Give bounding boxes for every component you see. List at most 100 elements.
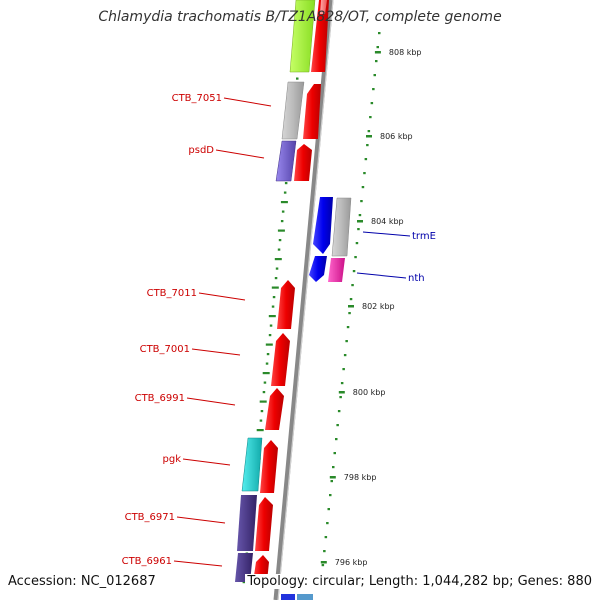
- scale-dot: [321, 564, 325, 567]
- leader-line: [182, 458, 231, 466]
- scale-tick-label: 796 kbp: [335, 558, 368, 567]
- gc-dot: [275, 267, 279, 270]
- feature-track: [235, 0, 352, 600]
- scale-dot: [376, 46, 379, 49]
- gc-dot: [274, 277, 278, 280]
- scale-dot: [329, 494, 332, 497]
- scale-tick: [374, 51, 381, 54]
- scale-dot: [369, 116, 372, 119]
- gene-label-ctb6991: CTB_6991: [135, 393, 185, 404]
- scale-dot: [358, 214, 362, 217]
- scale-dot: [363, 172, 366, 175]
- gene-label-trme: trmE: [412, 231, 436, 242]
- scale-dot: [332, 466, 335, 469]
- cds-ctb7011-arrow: [277, 280, 295, 329]
- leader-line: [191, 348, 241, 356]
- cds-pgk-arrow: [260, 440, 278, 493]
- leader-line: [176, 516, 226, 524]
- gc-dot: [266, 353, 270, 356]
- leader-line: [362, 231, 411, 237]
- scale-dot: [366, 144, 369, 147]
- scale-dot: [326, 522, 329, 525]
- gc-dot: [278, 239, 282, 242]
- cog-lightblue-block: [297, 594, 313, 600]
- gc-dot: [269, 324, 273, 327]
- scale-tick: [366, 135, 372, 138]
- scale-dot: [340, 382, 344, 385]
- scale-tick: [357, 220, 363, 223]
- leader-line: [215, 149, 265, 159]
- scale-dot: [367, 130, 371, 133]
- gc-dot: [262, 391, 266, 394]
- gc-dot: [263, 381, 267, 384]
- scale-tick-label: 804 kbp: [371, 217, 404, 226]
- scale-dot: [339, 396, 342, 399]
- gc-dot: [271, 305, 275, 308]
- gc-dot: [277, 248, 281, 251]
- gc-dot: [296, 77, 299, 80]
- genome-backbone: [273, 0, 334, 600]
- gc-dot: [274, 258, 282, 261]
- leader-line: [223, 97, 272, 107]
- gc-dot: [284, 182, 288, 185]
- scale-tick: [338, 391, 345, 394]
- scale-dot: [354, 256, 357, 259]
- gc-dot: [271, 286, 279, 289]
- scale-dot: [370, 102, 374, 105]
- cog-green-block: [289, 0, 316, 73]
- leader-line: [356, 272, 407, 279]
- scale-dot: [337, 410, 341, 413]
- topology-text: Topology: circular; Length: 1,044,282 bp…: [245, 574, 594, 589]
- scale-dot: [375, 60, 378, 63]
- gc-dot: [265, 343, 273, 346]
- leader-line: [173, 560, 223, 567]
- scale-dot: [342, 368, 345, 371]
- scale-dot: [333, 452, 336, 455]
- scale-tick: [348, 305, 354, 308]
- scale-dot: [336, 424, 339, 427]
- cds-ctb7001-arrow: [271, 333, 290, 386]
- gc-dot: [242, 581, 246, 584]
- gc-dot: [280, 220, 284, 223]
- scale-dot: [352, 270, 356, 273]
- gc-dot: [268, 334, 272, 337]
- scale-dot: [364, 158, 368, 161]
- accession-text: Accession: NC_012687: [6, 574, 158, 589]
- scale-track: 808 kbp 806 kbp 804 kbp 802 kbp 800 kbp 798 k…: [320, 32, 422, 581]
- scale-dot: [372, 88, 375, 91]
- scale-dot: [349, 298, 353, 301]
- scale-dot: [346, 326, 350, 329]
- gene-label-ctb6971: CTB_6971: [125, 512, 175, 523]
- gc-dot: [259, 400, 267, 403]
- cog-gray-block: [281, 81, 305, 140]
- scale-tick-label: 802 kbp: [362, 302, 395, 311]
- gene-label-psdd: psdD: [188, 145, 214, 156]
- scale-dot: [345, 340, 348, 343]
- scale-tick: [320, 561, 327, 564]
- gc-dot: [280, 201, 288, 204]
- gene-label-leaders: [173, 97, 411, 567]
- cog-gray-block: [331, 197, 352, 257]
- gc-dot: [259, 419, 263, 422]
- scale-dot: [361, 186, 365, 189]
- scale-dot: [335, 438, 338, 441]
- cds-ctb6971-arrow: [255, 497, 273, 551]
- gc-dot: [262, 372, 270, 375]
- gene-label-nth: nth: [408, 273, 425, 284]
- cds-ctb7051-arrow: [303, 84, 321, 139]
- scale-dot: [355, 242, 359, 245]
- gc-dot: [272, 296, 276, 299]
- gc-dot: [260, 410, 264, 413]
- scale-dot: [330, 480, 333, 483]
- gene-label-ctb7001: CTB_7001: [140, 344, 190, 355]
- leader-line: [198, 292, 246, 301]
- cog-magenta-block: [328, 258, 345, 282]
- gc-dot: [283, 191, 287, 194]
- scale-dot: [378, 32, 381, 35]
- cds-nth-arrow: [309, 256, 327, 282]
- scale-dot: [351, 284, 354, 287]
- cds-reverse-block: [281, 594, 295, 600]
- cog-navy-block: [237, 495, 257, 551]
